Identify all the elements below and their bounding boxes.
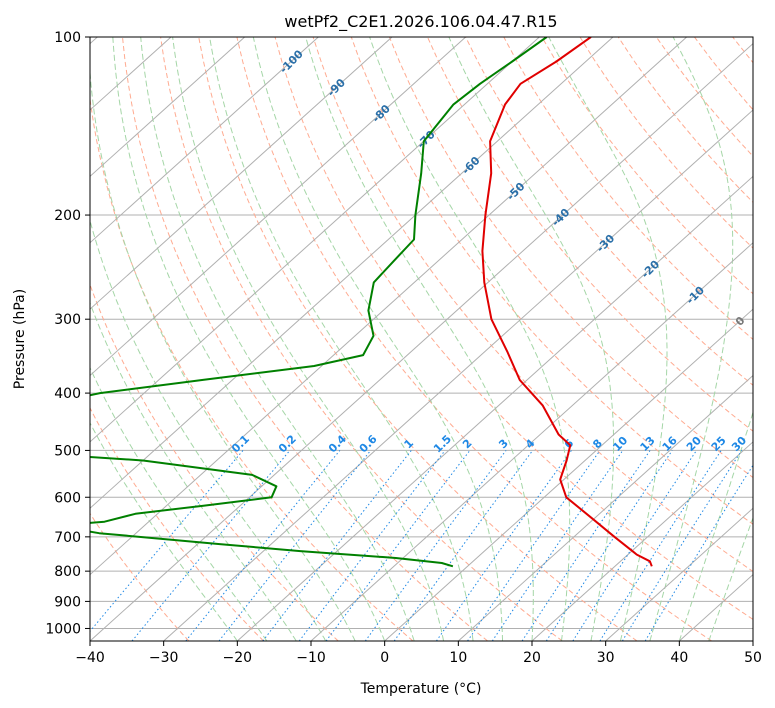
moist-adiabat-line <box>90 421 238 641</box>
dry-adiabat-line <box>236 37 712 641</box>
dry-adiabat-line <box>427 37 753 432</box>
mixing-ratio-line <box>90 450 244 633</box>
mixing-ratio-label: 36 <box>750 434 770 454</box>
isotherm-line <box>605 507 753 641</box>
plot-frame <box>89 36 754 642</box>
temperature-trace <box>481 37 653 567</box>
mixing-ratio-lines <box>90 450 753 641</box>
y-tick-label: 500 <box>54 443 81 459</box>
dry-adiabat-line <box>274 37 753 620</box>
moist-adiabat-line <box>90 218 327 641</box>
x-tick-label: −10 <box>296 650 326 666</box>
moist-adiabat-line <box>252 37 503 641</box>
dry-adiabat-line <box>198 37 638 641</box>
x-tick-label: 30 <box>597 650 615 666</box>
dry-adiabat-line <box>90 406 264 641</box>
plot-area: 0.10.20.40.611.52346810131620253036-100-… <box>90 37 770 641</box>
y-tick-label: 900 <box>54 594 81 610</box>
isotherm-line <box>236 175 753 641</box>
x-tick-label: 40 <box>670 650 688 666</box>
x-tick-label: −20 <box>223 650 253 666</box>
isotherms <box>90 37 753 641</box>
y-tick-label: 200 <box>54 208 81 224</box>
x-tick-label: 20 <box>523 650 541 666</box>
mixing-ratio-line <box>491 450 624 641</box>
y-tick-label: 800 <box>54 564 81 580</box>
isotherm-line <box>90 37 393 310</box>
dry-adiabat-line <box>388 37 753 479</box>
pressure-gridlines <box>90 37 753 629</box>
mixing-ratio-line <box>325 450 471 641</box>
isotherm-line <box>90 37 467 377</box>
dry-adiabat-line <box>122 37 488 641</box>
mixing-ratio-line <box>435 450 572 641</box>
y-tick-label: 700 <box>54 530 81 546</box>
moist-adiabat-line <box>548 37 668 641</box>
mixing-ratio-line <box>521 450 651 641</box>
mixing-ratio-line <box>393 450 534 641</box>
moist-adiabat-line <box>305 37 534 641</box>
mixing-ratio-line <box>621 450 743 641</box>
isotherm-line <box>310 242 753 641</box>
mixing-ratio-line <box>644 464 753 641</box>
isotherm-line <box>457 374 753 641</box>
dry-adiabat-line <box>503 37 753 341</box>
x-axis-ticks: −40 −30 −20 −10 0 10 20 30 40 50 <box>75 641 762 666</box>
y-tick-label: 1000 <box>45 621 81 637</box>
chart-title: wetPf2_C2E1.2026.106.04.47.R15 <box>284 12 557 32</box>
moist-adiabat-line <box>90 65 356 641</box>
dry-adiabat-line <box>350 37 753 525</box>
mixing-ratio-line <box>467 450 601 641</box>
y-tick-label: 600 <box>54 490 81 506</box>
isotherm-line <box>90 42 753 641</box>
mixing-ratio-line <box>545 450 673 641</box>
x-axis-label: Temperature (°C) <box>360 681 482 697</box>
moist-adiabat-line <box>649 37 734 641</box>
isotherm-line <box>90 37 688 576</box>
moist-adiabat-line <box>209 37 474 641</box>
moist-adiabat-line <box>678 410 753 641</box>
y-tick-label: 100 <box>54 30 81 46</box>
mixing-ratio-line <box>185 450 341 641</box>
mixing-ratio-line <box>364 450 507 641</box>
moist-adiabats <box>90 37 753 641</box>
y-tick-label: 300 <box>54 312 81 328</box>
dry-adiabat-line <box>160 37 563 641</box>
mixing-ratio-line <box>572 450 697 641</box>
x-tick-label: 10 <box>449 650 467 666</box>
y-tick-label: 400 <box>54 386 81 402</box>
mixing-ratio-line <box>298 450 446 641</box>
isotherm-line <box>90 37 319 244</box>
x-tick-label: −30 <box>149 650 179 666</box>
dry-adiabat-line <box>465 37 753 386</box>
mixing-ratio-line <box>218 450 372 641</box>
dewpoint-trace <box>90 37 548 568</box>
isotherm-line <box>90 37 614 509</box>
x-tick-label: −40 <box>75 650 105 666</box>
y-axis-ticks: 100 200 300 400 500 600 700 800 900 1000 <box>45 30 90 637</box>
isotherm-line <box>384 308 753 641</box>
isotherm-line <box>531 441 753 641</box>
sounding-series <box>90 37 653 568</box>
x-tick-label: 0 <box>380 650 389 666</box>
mixing-ratio-line <box>131 450 291 641</box>
moist-adiabat-line <box>90 301 297 641</box>
isotherm-line <box>90 37 246 178</box>
isotherm-line <box>163 109 753 641</box>
x-tick-label: 50 <box>744 650 762 666</box>
moist-adiabat-line <box>369 37 571 641</box>
moist-adiabat-line <box>112 37 386 641</box>
y-axis-label: Pressure (hPa) <box>12 289 28 389</box>
moist-adiabat-line <box>90 366 268 641</box>
moist-adiabat-line <box>448 37 615 641</box>
